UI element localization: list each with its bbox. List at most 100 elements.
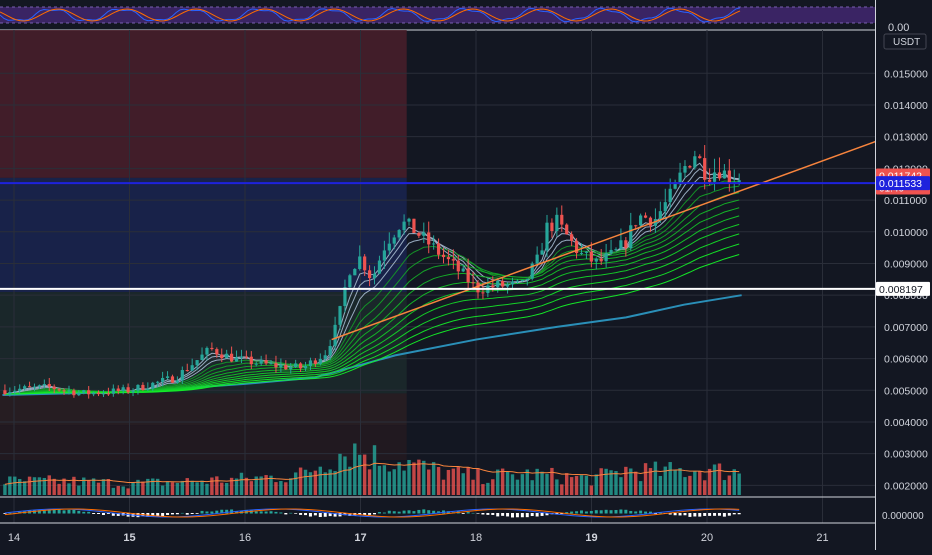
- volume-bar: [62, 478, 66, 495]
- macd-histogram-bar: [382, 512, 386, 514]
- macd-histogram-bar: [67, 509, 71, 514]
- candle-body: [13, 390, 17, 393]
- candle-body: [545, 222, 549, 251]
- volume-bar: [86, 480, 91, 495]
- candle-body: [37, 385, 42, 387]
- support-trendline[interactable]: [331, 139, 881, 341]
- candle-body: [708, 179, 712, 182]
- macd-histogram-bar: [166, 513, 170, 515]
- macd-histogram-bar: [210, 511, 214, 514]
- price-marker-box[interactable]: [876, 176, 930, 191]
- macd-histogram-bar: [668, 513, 672, 515]
- volume-bar: [500, 468, 505, 495]
- macd-histogram-bar: [151, 513, 155, 517]
- volume-bar: [737, 473, 741, 495]
- candle-body: [510, 281, 515, 285]
- volume-bar: [466, 467, 470, 495]
- macd-histogram-bar: [609, 510, 613, 514]
- volume-bar: [318, 466, 323, 495]
- volume-bar: [343, 456, 347, 495]
- macd-histogram-bar: [727, 513, 731, 516]
- macd-histogram-bar: [279, 512, 283, 514]
- macd-histogram-bar: [575, 511, 579, 514]
- macd-histogram-bar: [363, 513, 367, 516]
- volume-bar: [279, 481, 283, 495]
- macd-histogram-bar: [501, 513, 505, 516]
- price-tick-label: 0.009000: [884, 258, 928, 270]
- volume-bar: [200, 480, 204, 495]
- macd-histogram-bar: [72, 509, 76, 514]
- volume-bar: [505, 471, 510, 495]
- macd-histogram-bar: [496, 513, 500, 517]
- candle-body: [220, 354, 224, 359]
- volume-bar: [560, 484, 564, 495]
- volume-bar: [678, 468, 682, 495]
- macd-histogram-bar: [299, 513, 303, 515]
- candle-body: [353, 268, 357, 276]
- volume-bar: [377, 465, 382, 495]
- candle-body: [693, 156, 697, 168]
- candle-body: [23, 386, 27, 389]
- candle-body: [234, 357, 239, 362]
- price-tick-label: 0.002000: [884, 480, 928, 492]
- candle-body: [52, 386, 56, 390]
- candle-body: [594, 258, 598, 262]
- macd-histogram-bar: [175, 513, 179, 515]
- candle-body: [225, 353, 229, 359]
- macd-histogram-bar: [437, 511, 441, 514]
- volume-bar: [111, 487, 116, 495]
- price-tick-label: 0.004000: [884, 417, 928, 429]
- macd-histogram-bar: [604, 509, 608, 514]
- currency-box[interactable]: [883, 33, 927, 50]
- candle-body: [165, 376, 170, 378]
- macd-histogram-bar: [170, 513, 174, 515]
- volume-bar: [673, 469, 677, 495]
- volume-bar: [220, 482, 224, 495]
- candle-body: [308, 360, 313, 366]
- candle-body: [535, 254, 539, 264]
- volume-bar: [643, 463, 648, 495]
- volume-bar: [131, 482, 135, 495]
- macd-histogram-bar: [525, 513, 529, 518]
- volume-bar: [722, 480, 727, 495]
- volume-bar: [540, 471, 544, 495]
- stoch-rsi-band: [0, 7, 875, 23]
- candle-body: [294, 363, 298, 368]
- macd-histogram-bar: [343, 513, 347, 516]
- price-tick-label: 0.005000: [884, 385, 928, 397]
- volume-bar: [663, 466, 667, 495]
- candle-body: [363, 256, 367, 271]
- macd-histogram-bar: [37, 510, 41, 514]
- macd-histogram-bar: [471, 512, 475, 514]
- macd-histogram-bar: [634, 511, 638, 514]
- volume-bar: [101, 479, 106, 495]
- macd-histogram-bar: [530, 513, 534, 517]
- price-marker-box[interactable]: [876, 281, 930, 296]
- candle-body: [658, 211, 662, 220]
- macd-histogram-bar: [560, 513, 564, 515]
- volume-bar: [27, 476, 32, 495]
- candle-body: [703, 158, 707, 180]
- candle-body: [161, 377, 165, 382]
- time-tick-label: 16: [239, 532, 251, 544]
- macd-histogram-bar: [97, 513, 101, 515]
- candle-body: [643, 215, 648, 218]
- time-tick-label: 19: [585, 532, 597, 544]
- price-tick-label: 0.013000: [884, 132, 928, 144]
- volume-bar: [387, 471, 391, 495]
- candle-body: [456, 260, 460, 272]
- volume-bar: [491, 479, 495, 495]
- macd-histogram-bar: [658, 512, 662, 514]
- macd-histogram-bar: [323, 513, 327, 517]
- time-tick-label: 17: [354, 532, 366, 544]
- candle-body: [515, 280, 520, 282]
- volume-bar: [698, 471, 702, 495]
- price-axis-background[interactable]: [876, 0, 932, 550]
- volume-bar: [579, 475, 584, 495]
- macd-histogram-bar: [713, 513, 717, 516]
- volume-bar: [210, 477, 214, 495]
- candle-body: [412, 218, 416, 233]
- macd-histogram-bar: [304, 513, 308, 516]
